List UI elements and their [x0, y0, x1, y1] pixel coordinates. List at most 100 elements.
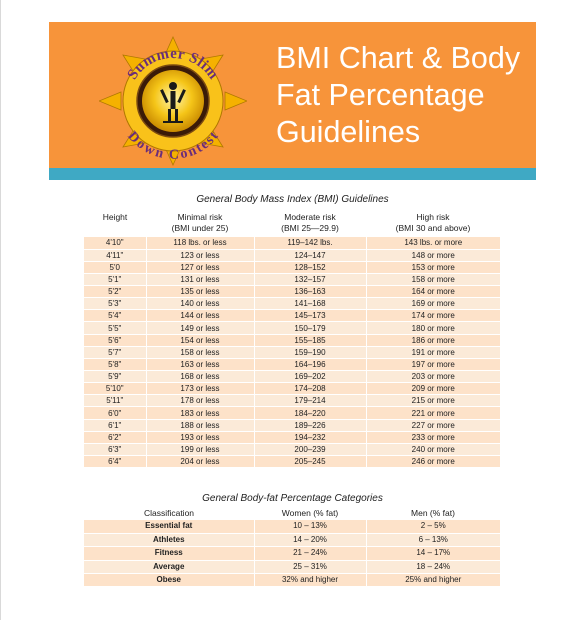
high-risk-cell: 233 or more [366, 431, 500, 444]
high-risk-cell: 197 or more [366, 358, 500, 372]
moderate-risk-cell: 132–157 [254, 273, 367, 287]
height-cell: 4'11" [84, 249, 147, 262]
table-row: 5'1" 131 or less 132–157 158 or more [84, 273, 500, 287]
table-row: Average 25 – 31% 18 – 24% [84, 560, 500, 575]
height-cell: 5'5" [84, 321, 147, 335]
table-row: 5'0 127 or less 128–152 153 or more [84, 261, 500, 274]
minimal-risk-cell: 158 or less [146, 346, 255, 359]
high-risk-cell: 203 or more [366, 370, 500, 384]
table-row: 6'4" 204 or less 205–245 246 or more [84, 455, 500, 469]
table-row: 5'8" 163 or less 164–196 197 or more [84, 358, 500, 372]
bmi-col-sublabel: (BMI under 25) [171, 223, 229, 233]
bmi-section-title: General Body Mass Index (BMI) Guidelines [196, 194, 389, 205]
moderate-risk-cell: 200–239 [254, 443, 367, 457]
minimal-risk-cell: 168 or less [146, 370, 255, 384]
bmi-col-sublabel: (BMI 25—29.9) [281, 223, 339, 233]
minimal-risk-cell: 149 or less [146, 321, 255, 335]
page-edge [0, 0, 1, 620]
height-cell: 5'6" [84, 334, 147, 347]
moderate-risk-cell: 189–226 [254, 419, 367, 432]
fat-table-body: Essential fat 10 – 13% 2 – 5% Athletes 14 – … [84, 520, 500, 588]
moderate-risk-cell: 174–208 [254, 382, 367, 396]
height-cell: 5'0 [84, 261, 147, 274]
moderate-risk-cell: 169–202 [254, 370, 367, 384]
table-row: 4'11" 123 or less 124–147 148 or more [84, 249, 500, 262]
height-cell: 5'3" [84, 297, 147, 311]
minimal-risk-cell: 173 or less [146, 382, 255, 396]
minimal-risk-cell: 118 lbs. or less [146, 237, 255, 250]
table-row: 5'4" 144 or less 145–173 174 or more [84, 309, 500, 323]
women-fat-cell: 32% and higher [254, 573, 367, 588]
moderate-risk-cell: 150–179 [254, 321, 367, 335]
height-cell: 6'3" [84, 443, 147, 457]
moderate-risk-cell: 119–142 lbs. [254, 237, 367, 250]
height-cell: 6'0" [84, 406, 147, 420]
bmi-table-body: 4'10" 118 lbs. or less 119–142 lbs. 143 lbs… [84, 237, 500, 469]
table-row: 6'0" 183 or less 184–220 221 or more [84, 406, 500, 420]
table-row: 5'6" 154 or less 155–185 186 or more [84, 334, 500, 347]
minimal-risk-cell: 127 or less [146, 261, 255, 274]
fat-section-title: General Body-fat Percentage Categories [202, 493, 383, 504]
moderate-risk-cell: 205–245 [254, 455, 367, 469]
moderate-risk-cell: 145–173 [254, 309, 367, 323]
moderate-risk-cell: 164–196 [254, 358, 367, 372]
moderate-risk-cell: 184–220 [254, 406, 367, 420]
men-fat-cell: 2 – 5% [366, 520, 500, 534]
men-fat-cell: 6 – 13% [366, 533, 500, 548]
fat-col-header-classification: Classification [143, 508, 195, 518]
minimal-risk-cell: 131 or less [146, 273, 255, 287]
table-row: 5'7" 158 or less 159–190 191 or more [84, 346, 500, 359]
minimal-risk-cell: 199 or less [146, 443, 255, 457]
men-fat-cell: 18 – 24% [366, 560, 500, 575]
fat-col-header-men: Men (% fat) [411, 508, 455, 518]
height-cell: 5'2" [84, 285, 147, 299]
women-fat-cell: 10 – 13% [254, 520, 367, 534]
minimal-risk-cell: 188 or less [146, 419, 255, 432]
moderate-risk-cell: 124–147 [254, 249, 367, 262]
bmi-col-label: Moderate risk [284, 212, 336, 222]
table-row: 5'2" 135 or less 136–163 164 or more [84, 285, 500, 299]
page-title: BMI Chart & Body Fat Percentage Guidelin… [276, 40, 536, 151]
table-row: 5'9" 168 or less 169–202 203 or more [84, 370, 500, 384]
high-risk-cell: 169 or more [366, 297, 500, 311]
moderate-risk-cell: 179–214 [254, 394, 367, 408]
height-cell: 4'10" [84, 237, 147, 250]
height-cell: 6'2" [84, 431, 147, 444]
women-fat-cell: 25 – 31% [254, 560, 367, 575]
fat-col-header-women: Women (% fat) [281, 508, 339, 518]
high-risk-cell: 227 or more [366, 419, 500, 432]
high-risk-cell: 143 lbs. or more [366, 237, 500, 250]
high-risk-cell: 180 or more [366, 321, 500, 335]
high-risk-cell: 240 or more [366, 443, 500, 457]
header-stripe [49, 168, 536, 180]
minimal-risk-cell: 144 or less [146, 309, 255, 323]
table-row: 5'10" 173 or less 174–208 209 or more [84, 382, 500, 396]
high-risk-cell: 158 or more [366, 273, 500, 287]
bmi-col-header-high: High risk (BMI 30 and above) [366, 212, 500, 234]
minimal-risk-cell: 193 or less [146, 431, 255, 444]
bmi-table: 4'10" 118 lbs. or less 119–142 lbs. 143 lbs… [84, 237, 500, 469]
women-fat-cell: 14 – 20% [254, 533, 367, 548]
moderate-risk-cell: 136–163 [254, 285, 367, 299]
figure-icon [160, 82, 186, 123]
table-row: Athletes 14 – 20% 6 – 13% [84, 533, 500, 548]
table-row: 6'2" 193 or less 194–232 233 or more [84, 431, 500, 444]
bmi-col-label: High risk [416, 212, 450, 222]
high-risk-cell: 221 or more [366, 406, 500, 420]
high-risk-cell: 209 or more [366, 382, 500, 396]
height-cell: 5'7" [84, 346, 147, 359]
table-row: 6'1" 188 or less 189–226 227 or more [84, 419, 500, 432]
title-line-2: Fat Percentage [276, 78, 485, 112]
high-risk-cell: 246 or more [366, 455, 500, 469]
height-cell: 5'9" [84, 370, 147, 384]
bmi-col-sublabel: (BMI 30 and above) [395, 223, 471, 233]
classification-cell: Obese [84, 573, 255, 588]
table-row: 5'5" 149 or less 150–179 180 or more [84, 321, 500, 335]
high-risk-cell: 153 or more [366, 261, 500, 274]
classification-cell: Athletes [84, 533, 255, 548]
height-cell: 5'10" [84, 382, 147, 396]
bmi-col-label: Minimal risk [177, 212, 223, 222]
height-cell: 5'1" [84, 273, 147, 287]
table-row: Essential fat 10 – 13% 2 – 5% [84, 520, 500, 534]
high-risk-cell: 174 or more [366, 309, 500, 323]
